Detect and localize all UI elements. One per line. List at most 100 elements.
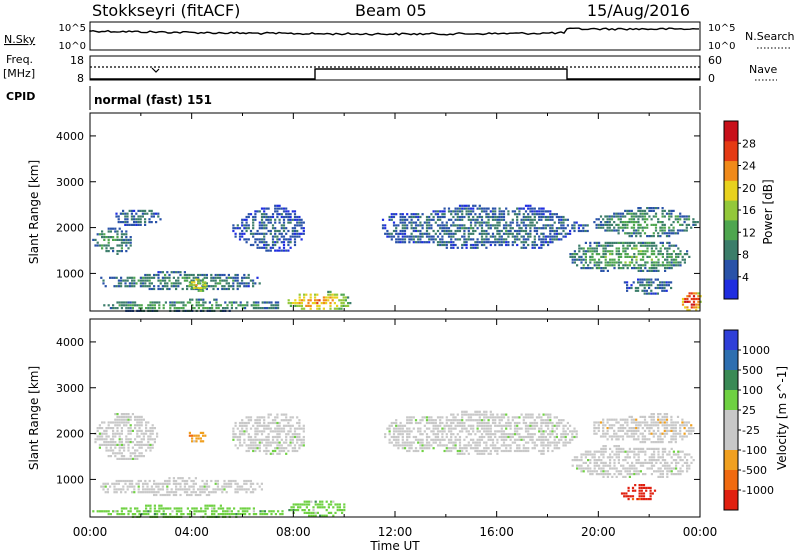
echo-cell [293,435,297,439]
echo-cell [551,241,554,244]
echo-cell [105,427,108,430]
echo-cell [205,482,208,485]
echo-cell [483,221,486,224]
echo-cell [234,488,237,491]
echo-cell [153,504,156,507]
echo-cell [245,449,248,453]
echo-cell [679,264,682,267]
echo-cell [463,427,466,430]
echo-cell [498,241,501,244]
echo-cell [265,447,268,450]
x-tick-label: 12:00 [378,525,413,539]
echo-cell [276,430,279,433]
echo-cell [629,495,632,498]
echo-cell [538,207,541,210]
echo-cell [254,218,257,221]
echo-cell [652,421,655,424]
echo-cell [263,210,266,213]
echo-cell [636,498,639,501]
echo-cell [628,264,631,267]
echo-cell [648,447,651,450]
echo-cell [392,213,396,216]
echo-cell [274,307,277,310]
echo-cell [580,464,583,467]
echo-cell [628,241,631,244]
echo-cell [587,459,590,462]
echo-cell [500,243,503,247]
echo-cell [622,247,625,250]
echo-cell [650,253,653,256]
echo-cell [642,264,645,267]
echo-cell [454,435,457,439]
echo-cell [425,227,429,230]
echo-cell [502,433,506,436]
echo-cell [469,447,473,450]
echo-cell [166,285,169,288]
echo-cell [158,301,161,304]
echo-cell [562,215,565,219]
echo-cell [123,238,126,241]
echo-cell [282,243,286,247]
echo-cell [516,213,519,216]
echo-cell [156,301,159,304]
echo-cell [392,235,396,238]
echo-cell [661,286,664,290]
echo-cell [296,229,299,233]
echo-cell [432,218,435,221]
echo-cell [640,492,643,495]
echo-cell [259,513,262,516]
echo-cell [478,413,481,416]
echo-cell [580,267,583,270]
echo-cell [109,421,112,424]
echo-cell [403,241,407,244]
echo-cell [573,221,576,224]
echo-cell [129,507,132,510]
echo-cell [645,281,648,284]
echo-cell [454,232,457,235]
echo-cell [480,241,484,244]
echo-cell [127,427,130,430]
echo-cell [650,467,653,470]
echo-cell [245,427,248,430]
echo-cell [621,429,625,432]
echo-cell [513,416,517,419]
echo-cell [197,276,200,279]
echo-cell [208,307,211,310]
echo-cell [137,491,140,494]
echo-cell [474,204,477,207]
echo-cell [670,427,673,430]
echo-cell [672,459,675,462]
echo-cell [624,241,627,244]
echo-cell [474,224,477,227]
echo-cell [197,304,200,307]
echo-cell [193,510,196,513]
echo-cell [153,276,156,279]
echo-cell [668,453,671,456]
echo-cell [578,258,581,261]
echo-cell [639,284,642,287]
echo-cell [417,241,420,244]
echo-cell [599,226,603,229]
echo-cell [632,226,636,229]
echo-cell [617,459,620,462]
echo-cell [230,304,233,307]
echo-cell [635,429,638,432]
echo-cell [648,241,651,244]
echo-cell [661,207,664,210]
echo-cell [157,271,160,274]
echo-cell [155,491,158,494]
echo-cell [505,413,508,416]
echo-cell [241,488,244,491]
echo-cell [399,213,402,216]
echo-cell [269,430,272,433]
echo-cell [401,435,404,439]
echo-cell [580,224,583,227]
echo-cell [573,459,576,462]
echo-cell [544,241,547,244]
echo-cell [192,491,195,494]
echo-cell [595,267,598,270]
echo-cell [298,218,301,221]
echo-cell [298,299,301,302]
echo-cell [474,213,477,216]
echo-cell [524,215,528,219]
